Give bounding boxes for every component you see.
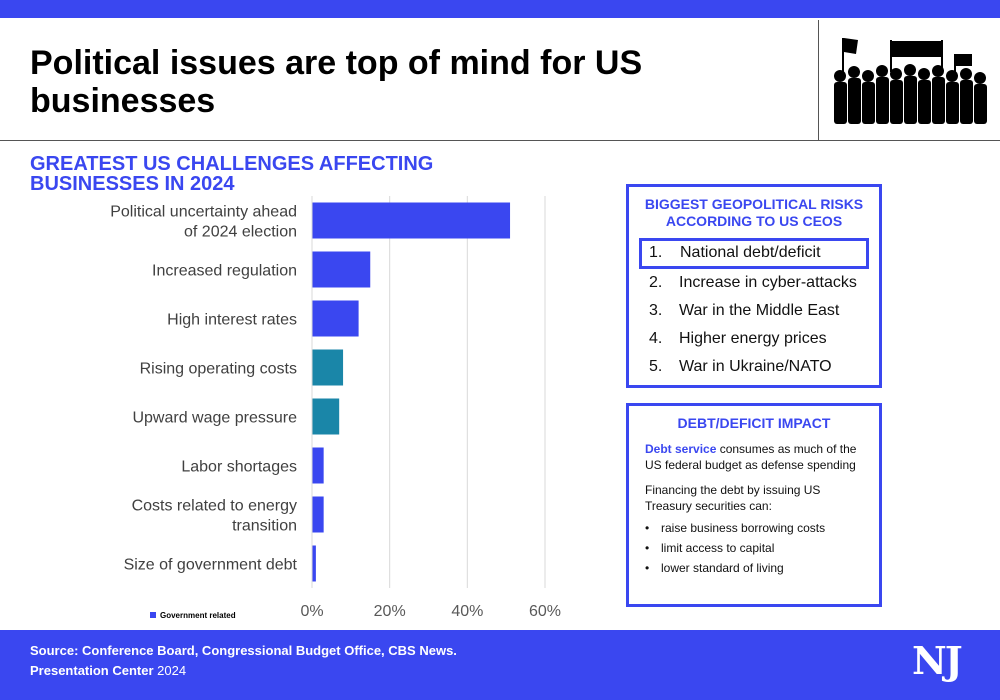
category-label: High interest rates: [167, 312, 297, 329]
nj-logo: NJ: [912, 638, 963, 683]
bar: [312, 300, 359, 337]
top-accent-bar: [0, 0, 1000, 18]
bullet-item: raise business borrowing costs: [645, 518, 879, 538]
legend-swatch: [150, 612, 156, 618]
category-label: Size of government debt: [124, 557, 298, 574]
risks-list: 1. National debt/deficit 2. Increase in cy…: [629, 238, 879, 381]
financing-text: Financing the debt by issuing US Treasur…: [645, 483, 821, 513]
bar: [312, 251, 371, 288]
category-label: Political uncertainty ahead: [110, 204, 297, 221]
debt-impact-box: DEBT/DEFICIT IMPACT Debt service consume…: [626, 403, 882, 607]
footer-bar: Source: Conference Board, Congressional …: [0, 630, 1000, 700]
risk-item-highlighted: 1. National debt/deficit: [639, 238, 869, 269]
risk-item: 2. Increase in cyber-attacks: [649, 274, 857, 291]
bar: [312, 545, 316, 582]
presentation-center-label: Presentation Center 2024: [30, 663, 187, 678]
page-title: Political issues are top of mind for US …: [30, 44, 643, 120]
protest-crowd-silhouette-icon: [834, 38, 987, 124]
debt-service-text: Debt service consumes as much of the US …: [645, 442, 857, 472]
category-label: Increased regulation: [152, 263, 297, 280]
legend-label: Government related: [160, 611, 236, 620]
chart-subtitle: GREATEST US CHALLENGES AFFECTING BUSINES…: [30, 153, 434, 195]
category-label: Rising operating costs: [140, 361, 297, 378]
category-label: Costs related to energy: [132, 498, 297, 515]
bullet-item: limit access to capital: [645, 538, 879, 558]
x-tick-label: 20%: [374, 603, 406, 620]
x-tick-label: 40%: [451, 603, 483, 620]
bullet-item: lower standard of living: [645, 558, 879, 578]
risk-item: 5. War in Ukraine/NATO: [649, 358, 832, 375]
risk-item: 3. War in the Middle East: [649, 302, 840, 319]
bar: [312, 202, 511, 239]
bar: [312, 349, 344, 386]
bar: [312, 398, 340, 435]
x-tick-label: 0%: [300, 603, 323, 620]
bar: [312, 496, 324, 533]
debt-bullets: raise business borrowing costs limit acc…: [629, 518, 879, 578]
debt-service-highlight: Debt service: [645, 442, 717, 456]
bar: [312, 447, 324, 484]
challenges-bar-chart: 0% 20% 40% 60% Political uncertainty ahead of…: [110, 196, 561, 620]
debt-box-title: DEBT/DEFICIT IMPACT: [677, 415, 831, 431]
source-note: Source: Conference Board, Congressional …: [30, 643, 457, 658]
x-tick-label: 60%: [529, 603, 561, 620]
risk-item: 4. Higher energy prices: [649, 330, 827, 347]
category-label: transition: [232, 518, 297, 535]
header-divider: [0, 140, 1000, 141]
category-label: of 2024 election: [184, 224, 297, 241]
category-label: Upward wage pressure: [132, 410, 297, 427]
category-label: Labor shortages: [181, 459, 297, 476]
risks-box-title: BIGGEST GEOPOLITICAL RISKS ACCORDING TO …: [644, 196, 864, 229]
header-divider-vertical: [818, 20, 819, 140]
geopolitical-risks-box: BIGGEST GEOPOLITICAL RISKS ACCORDING TO …: [626, 184, 882, 388]
